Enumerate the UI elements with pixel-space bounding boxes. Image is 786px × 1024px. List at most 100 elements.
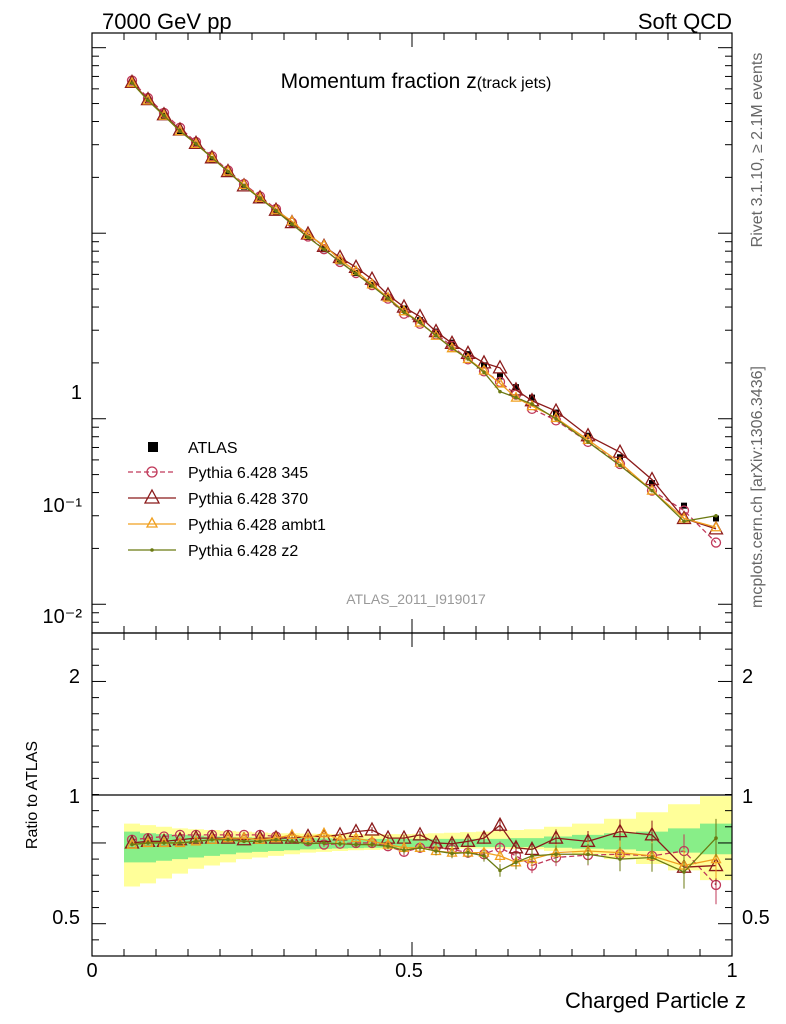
main-point-ambt1	[494, 377, 506, 388]
main-ytick-label-0.01: 10⁻²	[43, 606, 83, 628]
main-point-z2	[242, 184, 246, 188]
ratio-ytick-label-1: 1	[69, 786, 80, 808]
main-point-p345	[678, 505, 690, 516]
main-point-atlas	[529, 394, 535, 401]
ratio-point-z2	[466, 850, 470, 855]
rivet-version-label: Rivet 3.1.10, ≥ 2.1M events	[749, 53, 766, 248]
main-point-z2	[466, 357, 470, 361]
ratio-series-z2	[130, 818, 718, 889]
legend-item-p345: Pythia 6.428 345	[128, 465, 308, 482]
main-point-atlas	[513, 384, 519, 391]
main-point-ambt1	[646, 484, 658, 495]
main-point-ambt1	[222, 165, 234, 176]
ratio-point-p370	[612, 823, 628, 838]
ratio-point-z2	[130, 842, 134, 847]
main-point-p345	[478, 366, 490, 377]
ratio-point-p370	[644, 826, 660, 841]
main-point-z2	[274, 209, 278, 213]
x-axis-label: Charged Particle z	[565, 988, 746, 1013]
ratio-point-z2	[194, 839, 198, 844]
legend-marker-p370	[143, 488, 161, 504]
ratio-point-ambt1	[286, 828, 298, 840]
plot-title-main: Momentum fraction z	[281, 70, 477, 93]
main-point-z2	[434, 333, 438, 338]
main-point-ambt1	[446, 341, 458, 353]
main-point-p370	[220, 163, 236, 178]
ratio-point-z2	[322, 841, 326, 845]
ratio-ytick-label-2-right: 2	[742, 666, 753, 688]
ratio-point-z2	[450, 851, 454, 856]
ratio-point-z2	[482, 854, 486, 858]
main-point-z2	[482, 370, 486, 375]
main-point-p345	[614, 458, 626, 470]
main-point-p370	[252, 189, 268, 204]
main-point-z2	[306, 235, 310, 240]
main-line-p370	[131, 81, 717, 530]
main-ytick-label-0.1: 10⁻¹	[43, 495, 83, 517]
main-point-p345	[350, 267, 362, 279]
main-point-z2	[450, 346, 454, 350]
legend-marker-atlas	[148, 442, 158, 452]
main-point-z2	[386, 296, 390, 301]
ratio-point-z2	[178, 841, 182, 845]
ratio-point-ambt1	[254, 833, 266, 844]
main-point-z2	[354, 271, 358, 276]
ratio-point-z2	[162, 841, 166, 845]
main-point-atlas	[713, 515, 719, 522]
main-point-ambt1	[206, 151, 218, 162]
main-point-z2	[418, 320, 422, 325]
main-point-ambt1	[174, 124, 186, 136]
main-point-atlas	[401, 305, 407, 312]
mcplots-label: mcplots.cern.ch [arXiv:1306.3436]	[749, 366, 766, 608]
ratio-point-z2	[434, 849, 438, 853]
process-label: Soft QCD	[638, 9, 732, 34]
legend-label-p370: Pythia 6.428 370	[188, 491, 308, 508]
ratio-point-z2	[306, 841, 310, 846]
main-point-z2	[290, 222, 294, 226]
main-point-z2	[226, 169, 230, 174]
main-point-ambt1	[710, 520, 722, 532]
ratio-point-p345	[318, 839, 330, 850]
legend-label-ambt1: Pythia 6.428 ambt1	[188, 517, 326, 534]
ratio-point-ambt1	[142, 836, 154, 848]
ratio-point-z2	[618, 857, 622, 861]
main-point-z2	[194, 142, 198, 146]
main-series	[124, 74, 724, 548]
main-point-z2	[618, 463, 622, 468]
ratio-point-z2	[714, 836, 718, 840]
ratio-point-z2	[650, 855, 654, 860]
ratio-ytick-label-1-right: 1	[742, 786, 753, 808]
main-point-p345	[414, 318, 426, 329]
ratio-point-z2	[354, 842, 358, 847]
ratio-ytick-label-0.5-right: 0.5	[742, 907, 770, 929]
main-point-z2	[370, 284, 374, 288]
main-point-z2	[146, 98, 150, 103]
ratio-ytick-label-0.5: 0.5	[52, 907, 80, 929]
ratio-point-z2	[226, 837, 230, 842]
main-point-z2	[402, 310, 406, 315]
main-point-p370	[140, 91, 156, 106]
main-point-z2	[258, 196, 262, 201]
uncertainty-bands	[124, 796, 732, 887]
main-point-p370	[204, 149, 220, 164]
main-point-z2	[530, 402, 534, 406]
main-series-z2	[130, 81, 718, 524]
ratio-point-ambt1	[158, 836, 170, 848]
legend: ATLAS Pythia 6.428 345 Pythia 6.428 370 …	[128, 440, 326, 560]
plot-title-sub: (track jets)	[477, 75, 552, 92]
main-point-p345	[710, 537, 722, 548]
ratio-point-z2	[554, 852, 558, 857]
ratio-point-z2	[338, 841, 342, 846]
main-point-ambt1	[158, 109, 170, 120]
main-line-z2	[131, 82, 717, 523]
legend-marker-ambt1	[145, 516, 159, 528]
ratio-point-p370	[220, 829, 236, 844]
main-point-p370	[476, 354, 492, 369]
main-point-ambt1	[126, 76, 138, 88]
ratio-point-z2	[514, 860, 518, 865]
legend-item-z2: Pythia 6.428 z2	[128, 543, 298, 560]
xtick-label-0: 0	[86, 960, 97, 982]
main-point-z2	[498, 389, 502, 394]
ratio-line-z2	[131, 837, 717, 873]
